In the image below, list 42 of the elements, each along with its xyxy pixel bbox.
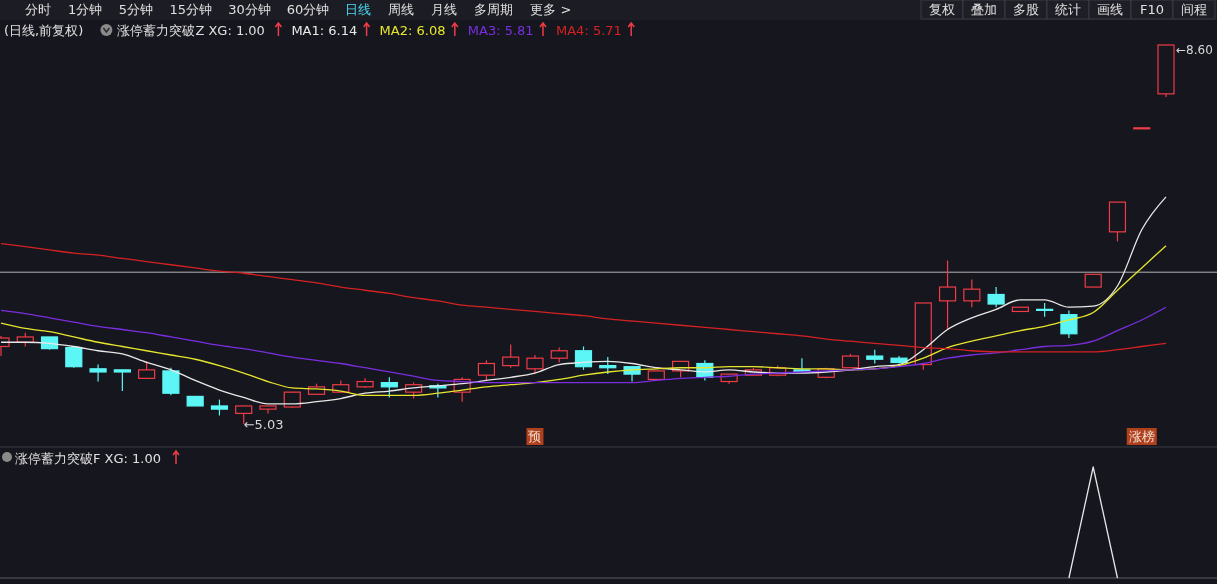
text: 周线 [388, 2, 415, 17]
text: MA3: 5.81 [467, 23, 534, 38]
annotation: ←8.60 [1176, 43, 1213, 57]
text: 统计 [1055, 2, 1081, 17]
candlestick [113, 369, 131, 392]
candlestick [502, 343, 520, 369]
text: 15分钟 [169, 2, 213, 17]
text: 5分钟 [118, 2, 154, 17]
text: 日线 [345, 2, 372, 17]
candlestick [574, 345, 593, 371]
chart-title: (日线,前复权) [4, 23, 84, 38]
annotation: ←5.03 [243, 417, 284, 432]
text: MA2: 6.08 [379, 23, 446, 38]
text: MA4: 5.71 [556, 23, 622, 38]
candlestick [1060, 309, 1078, 339]
candlestick [162, 367, 180, 396]
text: 分时 [25, 2, 51, 17]
text: 60分钟 [286, 2, 330, 17]
text: 30分钟 [228, 2, 271, 17]
text: F10 [1139, 2, 1165, 17]
candlestick [89, 363, 107, 383]
text: 多周期 [474, 2, 514, 17]
text: 预 [528, 429, 542, 444]
candlestick [380, 376, 398, 399]
text: 间程 [1181, 2, 1207, 17]
chart-title: 涨停蓄力突破F XG: 1.00 [15, 451, 162, 466]
text: 1分钟 [68, 2, 103, 17]
candlestick [65, 346, 83, 369]
text: 更多 > [530, 2, 572, 17]
text: 涨榜 [1128, 429, 1155, 444]
text: 月线 [431, 2, 458, 17]
text: 复权 [929, 2, 955, 17]
candlestick [526, 354, 544, 374]
chart-subtitle: 涨停蓄力突破Z XG: 1.00 [117, 23, 265, 38]
text: 多股 [1013, 2, 1039, 17]
text: 画线 [1097, 2, 1123, 17]
text: 叠加 [971, 2, 997, 17]
candlestick [963, 279, 981, 308]
candlestick [477, 359, 496, 382]
text: MA1: 6.14 [291, 23, 358, 38]
candlestick [987, 286, 1005, 308]
candlestick [938, 259, 957, 331]
